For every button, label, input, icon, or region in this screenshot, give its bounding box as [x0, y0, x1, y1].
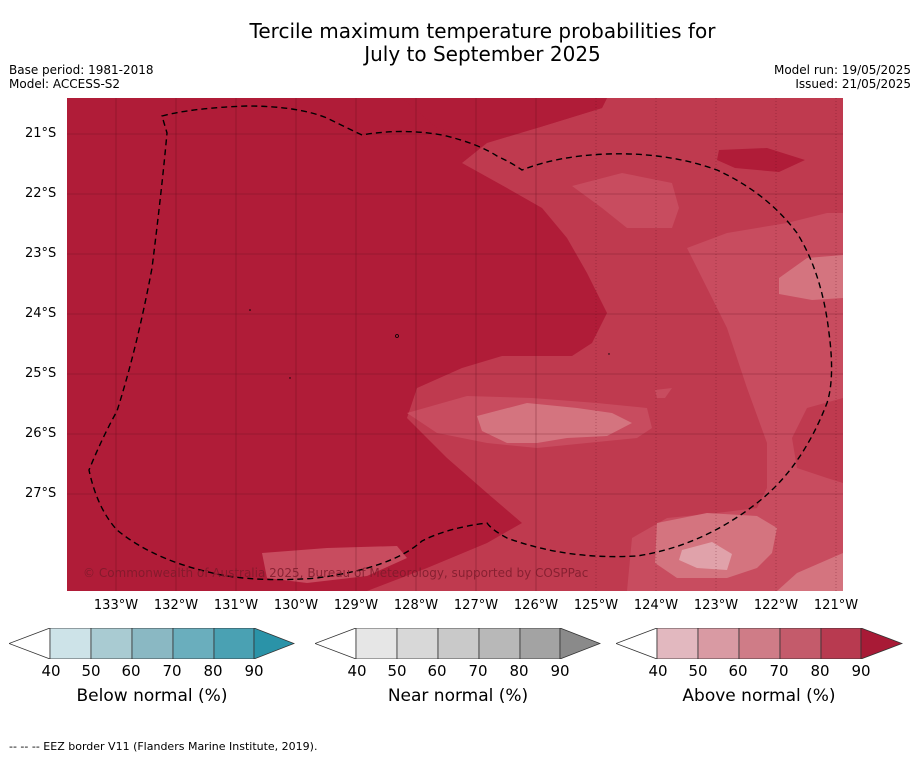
lon-label: 132°W	[153, 598, 199, 613]
island-mark	[289, 377, 291, 379]
cbar-below-tick: 60	[121, 662, 141, 680]
region-above-60-b	[779, 255, 843, 300]
cbar-near-tick: 80	[509, 662, 529, 680]
cbar-below-seg	[49, 627, 92, 660]
cbar-below-seg	[172, 627, 215, 660]
region-above-70-e	[655, 388, 672, 398]
lon-label: 126°W	[513, 598, 559, 613]
copyright-notice: © Commonwealth of Australia 2025, Bureau…	[83, 566, 589, 580]
lon-label: 125°W	[573, 598, 619, 613]
meta-right: Model run: 19/05/2025 Issued: 21/05/2025	[774, 63, 911, 91]
grid-lines	[67, 98, 843, 591]
region-above-70-d	[262, 546, 407, 583]
cbar-below-tick: 70	[162, 662, 182, 680]
lon-label: 127°W	[453, 598, 499, 613]
colorbar-above	[614, 627, 904, 660]
cbar-above-seg	[860, 627, 904, 660]
model-name: Model: ACCESS-S2	[9, 77, 121, 91]
cbar-above-label: Above normal (%)	[682, 686, 836, 706]
lat-label: 27°S	[25, 486, 57, 501]
cbar-near-tick: 70	[468, 662, 488, 680]
cbar-above-seg	[697, 627, 740, 660]
chart-title: Tercile maximum temperature probabilitie…	[0, 20, 919, 66]
colorbar-below	[7, 627, 296, 660]
lon-label: 123°W	[693, 598, 739, 613]
island-mark	[395, 334, 399, 338]
cbar-above-tick: 40	[648, 662, 668, 680]
cbar-above-seg	[614, 627, 658, 660]
probability-map	[67, 98, 843, 591]
cbar-near-seg	[559, 627, 602, 660]
cbar-near-tick: 50	[387, 662, 407, 680]
cbar-below-tick: 80	[203, 662, 223, 680]
title-line-1: Tercile maximum temperature probabilitie…	[249, 19, 716, 43]
cbar-below-tick: 90	[244, 662, 264, 680]
cbar-below-label: Below normal (%)	[76, 686, 228, 706]
cbar-near-tick: 40	[347, 662, 367, 680]
lat-label: 25°S	[25, 366, 57, 381]
region-above-60-a	[477, 403, 632, 443]
lon-label: 121°W	[813, 598, 859, 613]
cbar-above-seg	[738, 627, 781, 660]
eez-border	[88, 105, 833, 581]
region-above-50	[679, 542, 732, 570]
cbar-below-seg	[131, 627, 174, 660]
lon-label: 128°W	[393, 598, 439, 613]
region-above-80	[307, 98, 843, 591]
cbar-above-seg	[779, 627, 822, 660]
lon-label: 124°W	[633, 598, 679, 613]
cbar-near-seg	[437, 627, 480, 660]
lon-label: 130°W	[273, 598, 319, 613]
cbar-near-seg	[519, 627, 561, 660]
lat-label: 22°S	[25, 186, 57, 201]
cbar-below-seg	[213, 627, 255, 660]
cbar-below-tick: 50	[81, 662, 101, 680]
cbar-near-tick: 90	[550, 662, 570, 680]
region-above-90-north	[402, 98, 607, 140]
cbar-near-tick: 60	[427, 662, 447, 680]
model-run: Model run: 19/05/2025	[773, 63, 911, 77]
cbar-above-seg	[656, 627, 699, 660]
lat-label: 24°S	[25, 306, 57, 321]
region-above-70-a	[572, 173, 679, 228]
cbar-near-seg	[396, 627, 439, 660]
cbar-above-tick: 60	[728, 662, 748, 680]
cbar-below-seg	[90, 627, 133, 660]
lat-label: 23°S	[25, 246, 57, 261]
cbar-near-seg	[313, 627, 357, 660]
lat-label: 21°S	[25, 126, 57, 141]
region-above-90-ne	[717, 148, 805, 172]
cbar-near-seg	[478, 627, 521, 660]
island-mark	[608, 353, 610, 355]
cbar-below-tick: 40	[41, 662, 61, 680]
region-above-60-d	[777, 553, 843, 591]
cbar-above-tick: 80	[810, 662, 830, 680]
issued-date: Issued: 21/05/2025	[795, 77, 911, 91]
colorbar-near	[313, 627, 602, 660]
map-svg	[67, 98, 843, 591]
eez-legend: -- -- -- EEZ border V11 (Flanders Marine…	[9, 740, 318, 753]
cbar-below-seg	[7, 627, 51, 660]
lon-label: 133°W	[93, 598, 139, 613]
cbar-above-tick: 90	[851, 662, 871, 680]
cbar-below-seg	[253, 627, 296, 660]
lon-label: 122°W	[753, 598, 799, 613]
lat-label: 26°S	[25, 426, 57, 441]
colorbar-below-svg	[7, 627, 296, 660]
island-mark	[249, 309, 251, 311]
cbar-above-tick: 70	[769, 662, 789, 680]
colorbar-above-svg	[614, 627, 904, 660]
meta-left: Base period: 1981-2018 Model: ACCESS-S2	[9, 63, 154, 91]
cbar-near-seg	[355, 627, 398, 660]
lon-label: 131°W	[213, 598, 259, 613]
base-period: Base period: 1981-2018	[9, 63, 154, 77]
colorbar-near-svg	[313, 627, 602, 660]
title-line-2: July to September 2025	[364, 42, 601, 66]
lon-label: 129°W	[333, 598, 379, 613]
cbar-near-label: Near normal (%)	[387, 686, 529, 706]
cbar-above-tick: 50	[688, 662, 708, 680]
cbar-above-seg	[820, 627, 862, 660]
region-above-70-b	[627, 213, 843, 591]
